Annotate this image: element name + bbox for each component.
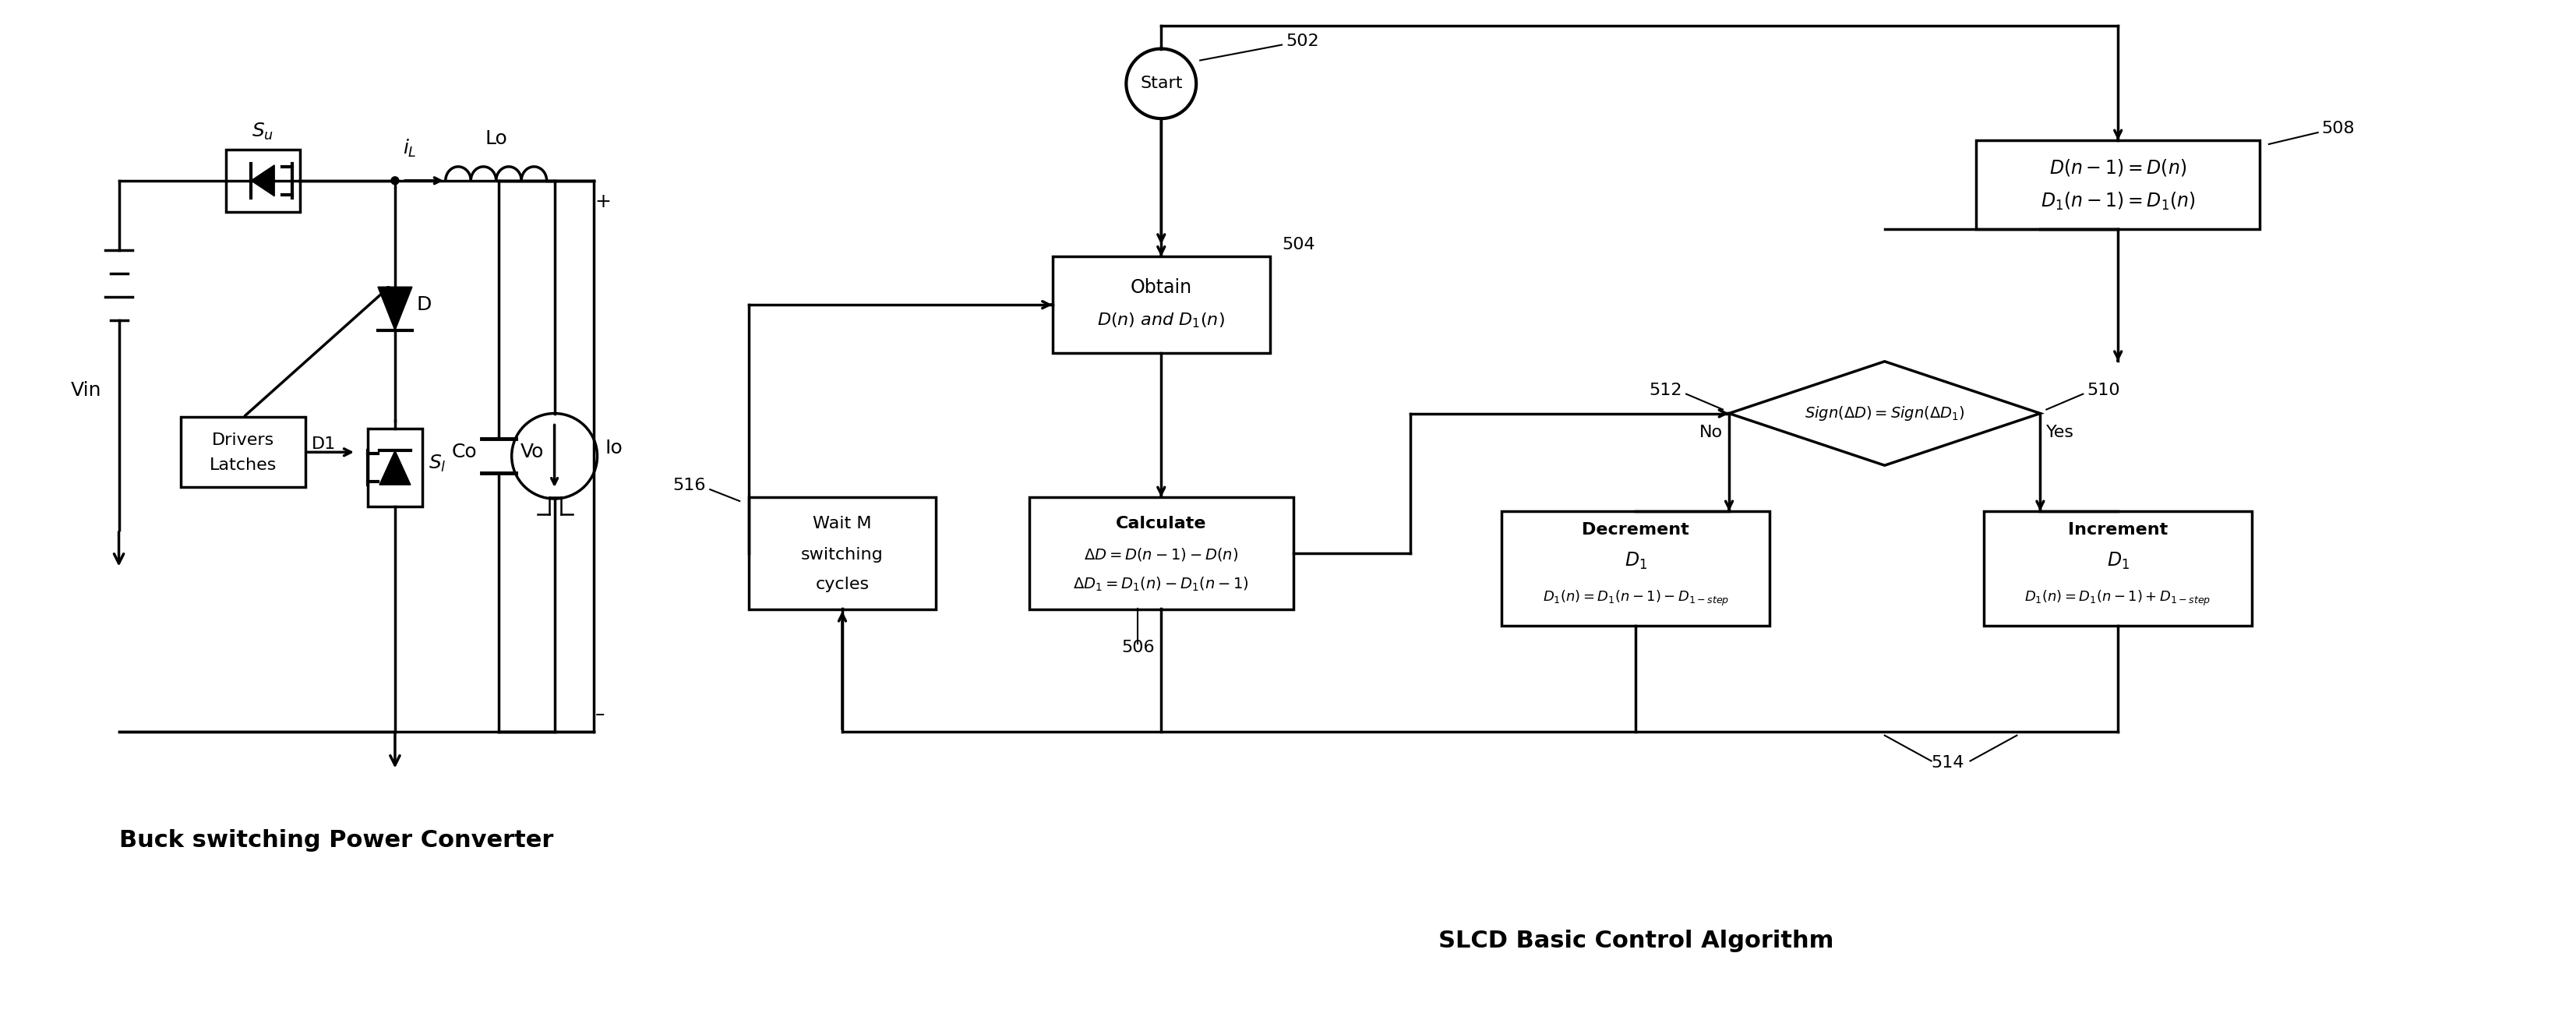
Text: $S_l$: $S_l$ xyxy=(428,454,446,474)
Bar xyxy=(368,428,422,507)
Polygon shape xyxy=(379,451,410,485)
Text: SLCD Basic Control Algorithm: SLCD Basic Control Algorithm xyxy=(1437,930,1834,952)
Text: Yes: Yes xyxy=(2045,425,2074,441)
Bar xyxy=(1976,140,2259,229)
Text: $D_1$: $D_1$ xyxy=(1625,551,1646,571)
Text: switching: switching xyxy=(801,547,884,562)
Text: Drivers: Drivers xyxy=(211,433,276,449)
Text: Calculate: Calculate xyxy=(1115,516,1206,532)
Text: $\Delta D = D(n-1) - D(n)$: $\Delta D = D(n-1) - D(n)$ xyxy=(1084,546,1239,563)
Text: Lo: Lo xyxy=(484,130,507,148)
Text: D1: D1 xyxy=(312,437,335,452)
Text: $D(n-1) = D(n)$: $D(n-1) = D(n)$ xyxy=(2050,157,2187,177)
Text: 512: 512 xyxy=(1649,382,1682,398)
Polygon shape xyxy=(379,287,412,330)
Text: Buck switching Power Converter: Buck switching Power Converter xyxy=(118,829,554,852)
Text: D: D xyxy=(417,296,433,314)
Text: Start: Start xyxy=(1141,76,1182,91)
Text: 506: 506 xyxy=(1121,640,1154,655)
Text: No: No xyxy=(1700,425,1723,441)
Text: Increment: Increment xyxy=(2069,522,2169,538)
Text: Decrement: Decrement xyxy=(1582,522,1690,538)
Polygon shape xyxy=(250,165,276,197)
Text: $D_1(n) = D_1(n-1) + D_{1-step}$: $D_1(n) = D_1(n-1) + D_{1-step}$ xyxy=(2025,589,2210,608)
Bar xyxy=(1054,256,1270,354)
Text: Wait M: Wait M xyxy=(814,516,871,532)
Text: Vo: Vo xyxy=(520,443,544,462)
Text: Io: Io xyxy=(605,439,623,458)
Text: Co: Co xyxy=(451,443,477,462)
Text: 502: 502 xyxy=(1285,33,1319,49)
Text: $D_1(n) = D_1(n-1) - D_{1-step}$: $D_1(n) = D_1(n-1) - D_{1-step}$ xyxy=(1543,589,1728,608)
Text: Latches: Latches xyxy=(209,458,278,473)
Bar xyxy=(1984,512,2251,626)
Text: 514: 514 xyxy=(1932,755,1965,770)
Text: Vin: Vin xyxy=(72,381,100,399)
Text: $i_L$: $i_L$ xyxy=(402,138,417,159)
Text: 504: 504 xyxy=(1283,237,1314,253)
Text: 508: 508 xyxy=(2321,121,2354,137)
Text: –: – xyxy=(595,705,605,723)
Text: cycles: cycles xyxy=(817,576,868,592)
Text: $D_1(n-1) = D_1(n)$: $D_1(n-1) = D_1(n)$ xyxy=(2040,191,2195,212)
Bar xyxy=(1502,512,1770,626)
Circle shape xyxy=(392,176,399,184)
Text: 510: 510 xyxy=(2087,382,2120,398)
Text: +: + xyxy=(595,192,611,211)
Text: 516: 516 xyxy=(672,478,706,493)
Bar xyxy=(227,150,299,212)
Text: $S_u$: $S_u$ xyxy=(252,122,273,142)
Bar xyxy=(750,496,935,609)
Text: $D_1$: $D_1$ xyxy=(2107,551,2130,571)
Text: $D(n)$ and $D_1(n)$: $D(n)$ and $D_1(n)$ xyxy=(1097,311,1226,329)
Text: $Sign(\Delta D) = Sign(\Delta D_1)$: $Sign(\Delta D) = Sign(\Delta D_1)$ xyxy=(1803,404,1965,422)
Text: $\Delta D_1 = D_1(n) - D_1(n-1)$: $\Delta D_1 = D_1(n) - D_1(n-1)$ xyxy=(1074,575,1249,593)
Text: Obtain: Obtain xyxy=(1131,279,1193,297)
Bar xyxy=(180,417,307,487)
Bar xyxy=(1028,496,1293,609)
